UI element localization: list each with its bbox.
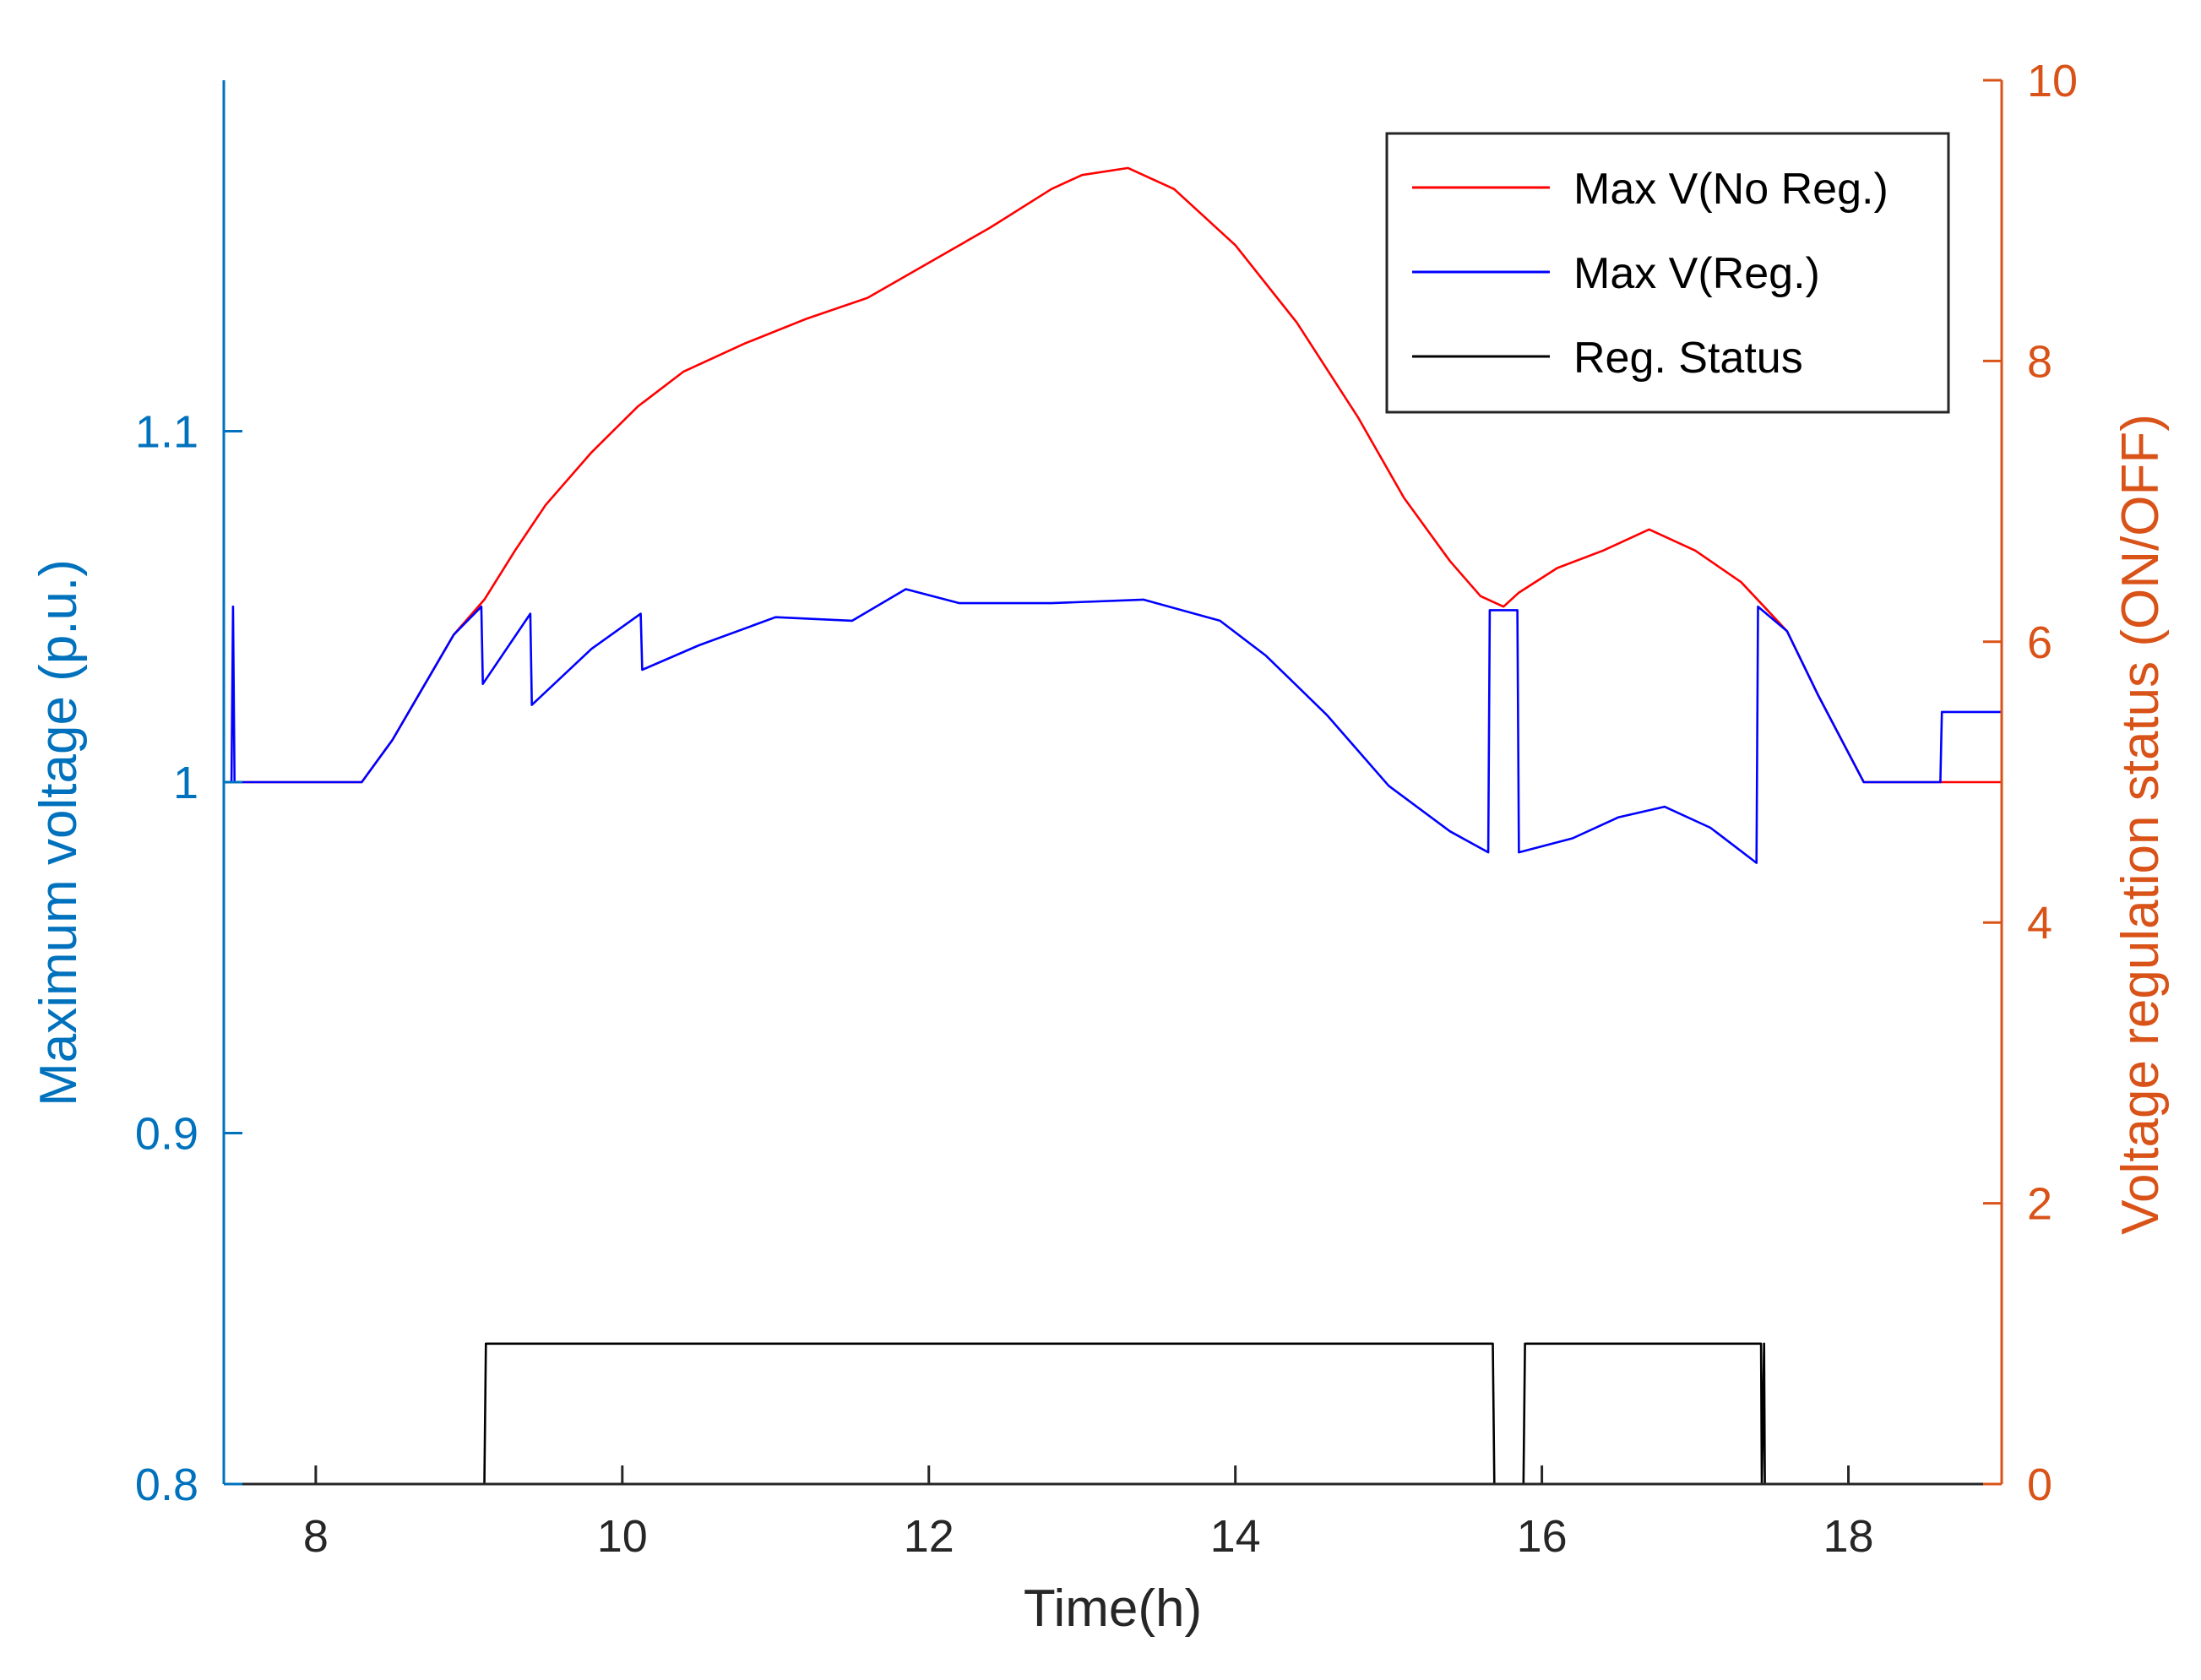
series-line-max-v-no-reg <box>224 166 2002 784</box>
legend-label-reg: Max V(Reg.) <box>1573 249 1820 298</box>
x-tick-label: 12 <box>904 1511 954 1562</box>
left-tick-label: 0.8 <box>135 1460 198 1510</box>
x-tick-label: 16 <box>1517 1511 1568 1562</box>
x-tick-label: 8 <box>303 1511 329 1562</box>
series-line-reg-status <box>224 1342 2002 1486</box>
right-tick-label: 0 <box>2027 1460 2052 1510</box>
left-tick-label: 0.9 <box>135 1109 198 1160</box>
right-tick-label: 4 <box>2027 898 2052 949</box>
left-tick-label: 1 <box>173 758 198 808</box>
series-line-max-v-reg <box>224 588 2002 864</box>
right-tick-label: 2 <box>2027 1179 2052 1230</box>
right-tick-label: 10 <box>2027 56 2078 106</box>
legend-label-no-reg: Max V(No Reg.) <box>1573 165 1889 214</box>
x-axis-label: Time(h) <box>1024 1579 1202 1638</box>
series-layer <box>224 166 2002 1486</box>
right-tick-label: 6 <box>2027 617 2052 668</box>
left-tick-label: 1.1 <box>135 407 198 458</box>
right-tick-label: 8 <box>2027 336 2052 387</box>
x-tick-label: 18 <box>1823 1511 1873 1562</box>
legend: Max V(No Reg.) Max V(Reg.) Reg. Status <box>1385 132 1950 414</box>
axes-layer: 8 10 12 14 16 18 0.8 0.9 1 1.1 0 2 4 6 8 10 Time(h) Maxim… <box>30 56 2170 1638</box>
right-axis-label: Voltage regulation status (ON/OFF) <box>2111 414 2170 1235</box>
x-tick-label: 14 <box>1210 1511 1261 1562</box>
legend-label-status: Reg. Status <box>1573 334 1803 383</box>
x-tick-label: 10 <box>597 1511 648 1562</box>
left-axis-label: Maximum voltage (p.u.) <box>30 559 88 1106</box>
